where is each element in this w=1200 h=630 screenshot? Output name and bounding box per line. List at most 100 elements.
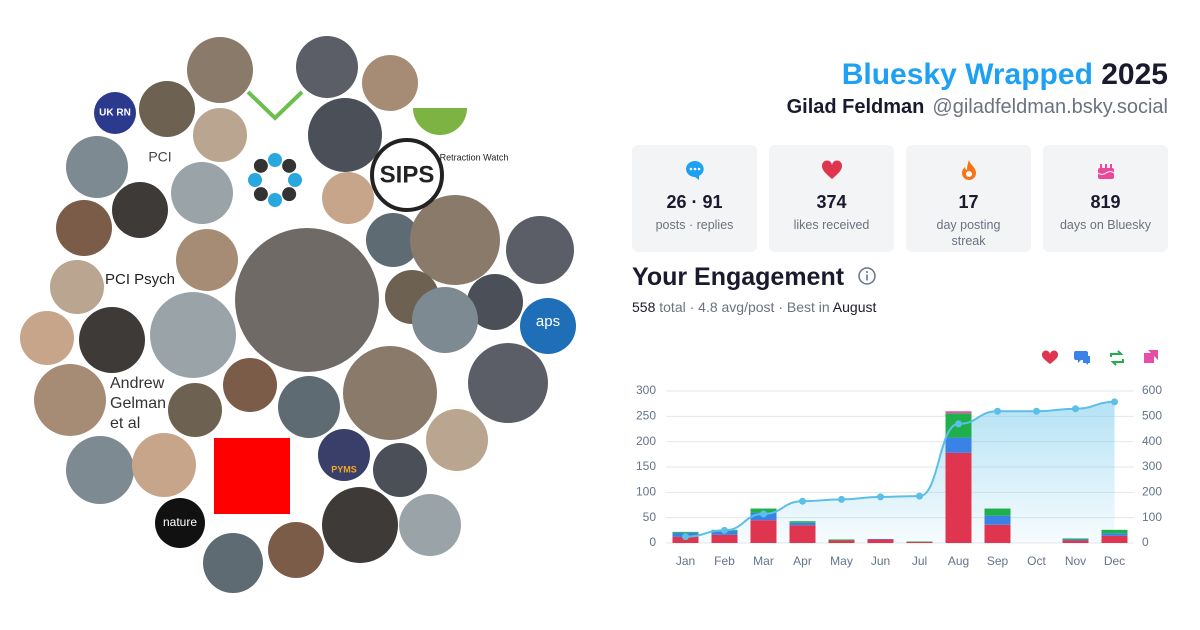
- avatar: [20, 311, 74, 365]
- legend-glyph: [1074, 351, 1090, 365]
- user: Gilad Feldman @giladfeldman.bsky.social: [787, 96, 1168, 119]
- x-tick-label: Mar: [753, 554, 774, 568]
- avatar: [506, 216, 574, 284]
- line-point: [1111, 398, 1118, 406]
- x-tick-label: May: [830, 554, 853, 568]
- bar-segment: [984, 524, 1011, 543]
- bar-segment: [1101, 529, 1128, 534]
- avatar: [366, 213, 420, 267]
- legend-icon: [1144, 350, 1158, 363]
- bar-segment: [789, 525, 816, 543]
- legend-glyph: [1144, 350, 1158, 363]
- chart: 0 50 100 150 200 250 300 0 100 200 300 400 500 600 Jan…: [636, 350, 1162, 568]
- logo: [155, 498, 205, 548]
- bar-segment: [1062, 538, 1089, 540]
- line-point: [1033, 407, 1040, 415]
- avatar: [343, 346, 437, 440]
- avatar: [268, 522, 324, 578]
- info-icon[interactable]: [857, 266, 877, 286]
- avatar: [176, 229, 238, 291]
- section-title-text: Your Engagement: [632, 263, 845, 291]
- y-tick-label: 100: [636, 485, 656, 499]
- avatar: [50, 260, 104, 314]
- bar-segment: [711, 534, 738, 543]
- stat-label: likes received: [793, 218, 870, 232]
- broken-image-alt: Andrew Gelman et al: [110, 375, 167, 432]
- logo-text: PCI: [148, 149, 171, 165]
- bar-segment: [984, 508, 1011, 516]
- avatar: [150, 292, 236, 378]
- logo-dot: [268, 153, 282, 167]
- bar-segment: [789, 521, 816, 523]
- bar-segment: [828, 540, 855, 543]
- avatar: [322, 172, 374, 224]
- logo-dot: [282, 187, 297, 202]
- y2-tick-label: 0: [1142, 535, 1149, 549]
- avatar: [132, 433, 196, 497]
- avatar: [56, 200, 112, 256]
- bar-segment: [828, 539, 855, 541]
- total: 558: [632, 299, 656, 315]
- summary-text: total · 4.8 avg/post · Best in: [659, 299, 830, 315]
- logo: [94, 92, 136, 134]
- avatar: [410, 195, 500, 285]
- line-point: [916, 492, 923, 500]
- bar-segment: [906, 541, 933, 542]
- x-tick-label: Aug: [948, 554, 969, 568]
- logo-dot: [248, 173, 262, 187]
- line-point: [838, 495, 845, 503]
- bar-segment: [945, 411, 972, 414]
- avatar: [66, 436, 134, 504]
- x-tick-label: Apr: [793, 554, 812, 568]
- avatar: [139, 81, 195, 137]
- y2-tick-label: 400: [1142, 434, 1162, 448]
- avatar: [66, 136, 128, 198]
- stat-value: 26 · 91: [666, 192, 723, 212]
- x-tick-label: Oct: [1027, 554, 1046, 568]
- title: Bluesky Wrapped 2025: [842, 58, 1168, 92]
- bar-segment: [750, 520, 777, 543]
- logo-dot: [282, 158, 297, 173]
- y2-tick-label: 200: [1142, 485, 1162, 499]
- line-point: [955, 420, 962, 428]
- line-point: [760, 510, 767, 518]
- stat-label: day posting streak: [936, 218, 1001, 248]
- line-point: [721, 526, 728, 534]
- y-tick-label: 250: [636, 409, 656, 423]
- avatar: [278, 376, 340, 438]
- logo-text: Retraction Watch: [440, 152, 509, 162]
- y-tick-label: 0: [649, 535, 656, 549]
- line-area: [685, 401, 1115, 543]
- stat-card: 374 likes received: [769, 145, 894, 252]
- year: 2025: [1101, 58, 1168, 91]
- avatar: [322, 487, 398, 563]
- avatar: [426, 409, 488, 471]
- logo-text: nature: [163, 515, 197, 529]
- legend-glyph: [1041, 350, 1059, 364]
- bar-segment: [1062, 540, 1089, 543]
- avatar: [168, 383, 222, 437]
- icon: [685, 161, 704, 180]
- line-point: [799, 497, 806, 505]
- avatar: [223, 358, 277, 412]
- y2-tick-label: 100: [1142, 510, 1162, 524]
- logo: [520, 298, 576, 354]
- x-tick-label: Nov: [1065, 554, 1086, 568]
- bar-segment: [789, 522, 816, 526]
- legend-icon: [1041, 350, 1059, 364]
- handle: @giladfeldman.bsky.social: [932, 96, 1168, 118]
- avatar: [308, 98, 382, 172]
- avatar: [235, 228, 379, 372]
- logo-text: PYMS: [331, 464, 357, 474]
- stat-value: 374: [816, 192, 847, 212]
- avatar: [187, 37, 253, 103]
- logo: [246, 90, 304, 121]
- y-tick-label: 50: [643, 510, 657, 524]
- logo-dot: [253, 158, 268, 173]
- legend-glyph: [1110, 350, 1124, 366]
- stat-label: posts · replies: [655, 218, 734, 232]
- avatar: [399, 494, 461, 556]
- logo: [413, 108, 467, 135]
- legend-icon: [1074, 351, 1090, 365]
